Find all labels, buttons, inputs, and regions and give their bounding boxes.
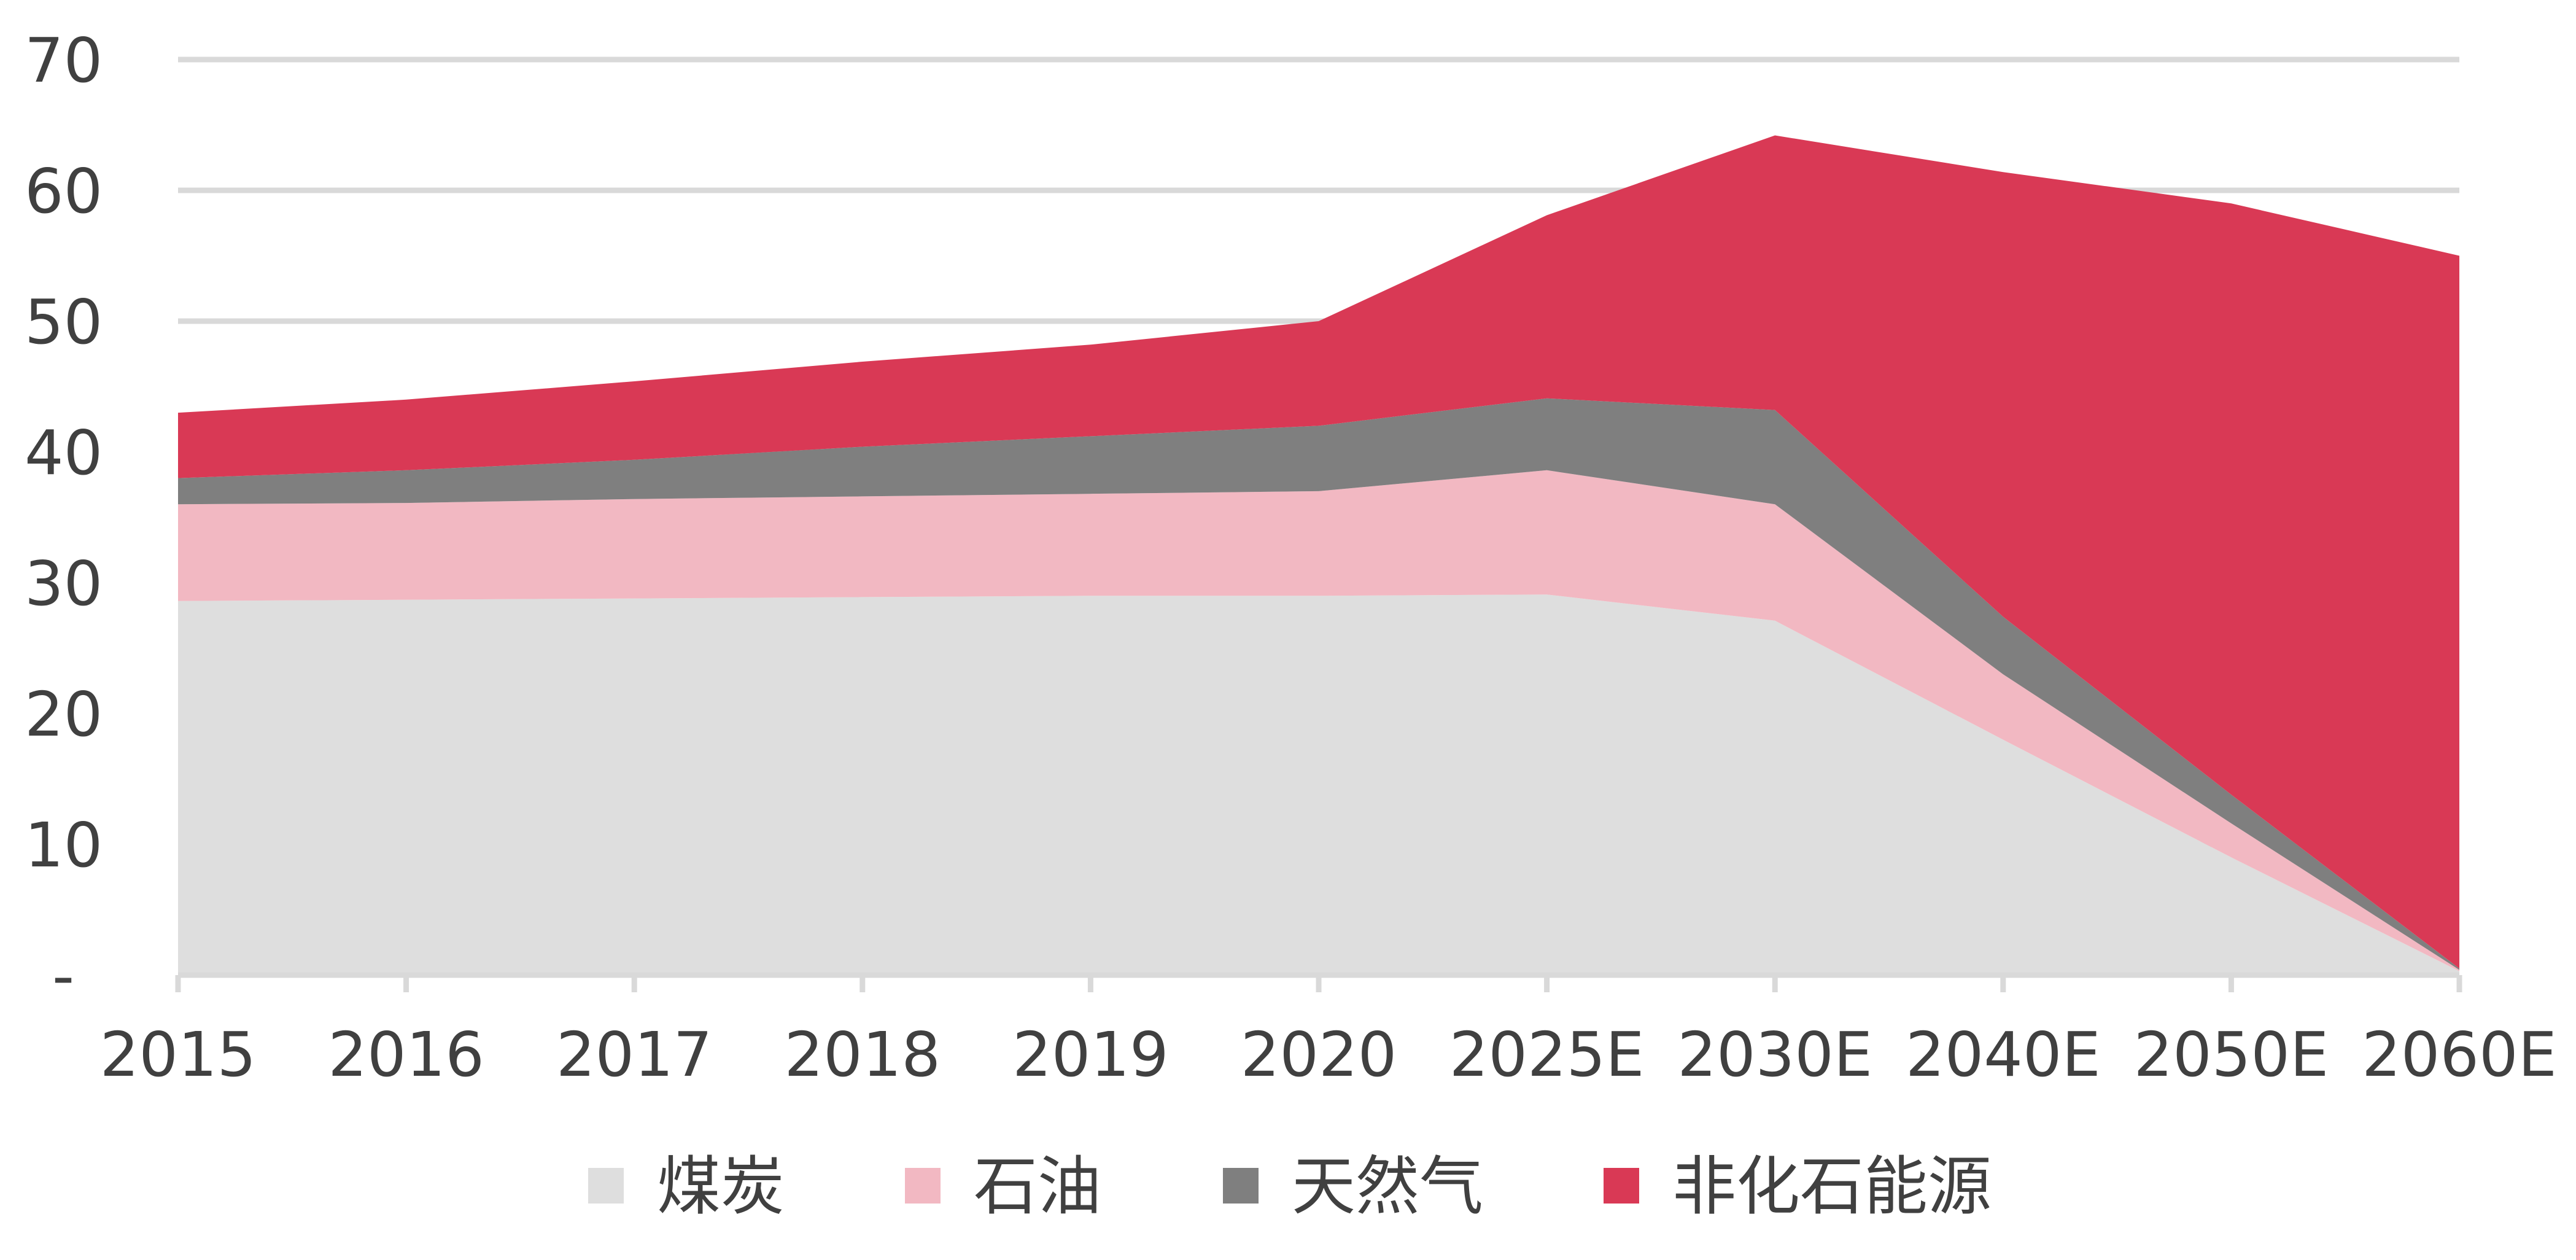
area-series-3 [178, 398, 2459, 970]
legend-label-2: 石油 [974, 1149, 1101, 1224]
x-tick-label: 2018 [785, 1019, 941, 1091]
y-tick-label: 60 [25, 155, 103, 227]
y-tick-label: 10 [25, 809, 103, 881]
x-tick-label: 2016 [328, 1019, 484, 1091]
x-tick-label: 2050E [2134, 1019, 2329, 1091]
legend-swatch-4 [1604, 1168, 1639, 1204]
area-series-4 [178, 135, 2459, 969]
x-tick-label: 2015 [100, 1019, 257, 1091]
legend-label-1: 煤炭 [657, 1149, 785, 1224]
x-tick-label: 2020 [1241, 1019, 1397, 1091]
y-tick-label: 70 [25, 25, 103, 96]
y-tick-label: 40 [25, 417, 103, 489]
area-series-2 [178, 470, 2459, 971]
legend-swatch-3 [1223, 1168, 1259, 1204]
legend-label-4: 非化石能源 [1672, 1149, 1992, 1224]
area-series-layer [178, 135, 2459, 975]
x-tick-label: 2060E [2362, 1019, 2557, 1091]
y-tick-label: - [52, 940, 74, 1012]
y-tick-label: 50 [25, 286, 103, 358]
x-tick-label: 2025E [1449, 1019, 1645, 1091]
legend-swatch-1 [588, 1168, 624, 1204]
x-tick-label: 2019 [1012, 1019, 1169, 1091]
y-axis-tick-labels: - 10 20 30 40 50 60 70 [25, 25, 103, 1012]
x-tick-label: 2040E [1906, 1019, 2101, 1091]
x-axis-tick-labels: 2015 2016 2017 2018 2019 2020 2025E 2030E 2040E 2… [100, 1019, 2557, 1091]
legend-label-3: 天然气 [1292, 1149, 1483, 1224]
area-series-1 [178, 594, 2459, 975]
legend-swatch-2 [905, 1168, 941, 1204]
legend: 煤炭 石油 天然气 非化石能源 [588, 1149, 1992, 1224]
x-axis [175, 972, 2462, 992]
x-tick-label: 2030E [1677, 1019, 1872, 1091]
x-tick-label: 2017 [556, 1019, 713, 1091]
y-tick-label: 30 [25, 548, 103, 620]
y-tick-label: 20 [25, 679, 103, 750]
